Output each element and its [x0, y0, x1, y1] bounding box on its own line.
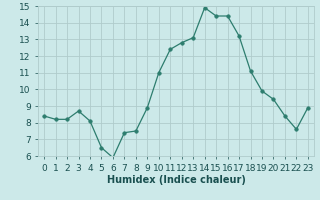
X-axis label: Humidex (Indice chaleur): Humidex (Indice chaleur) [107, 175, 245, 185]
